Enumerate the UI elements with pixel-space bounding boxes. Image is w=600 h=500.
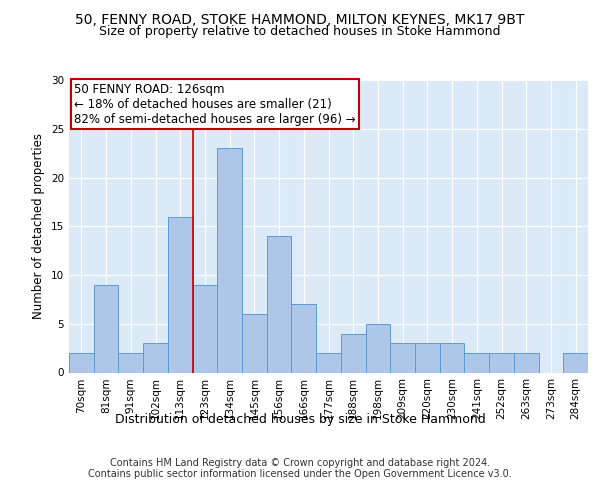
Bar (415, 343, 440, 372)
Bar (118, 353, 143, 372)
Y-axis label: Number of detached properties: Number of detached properties (32, 133, 46, 320)
Bar (94, 285, 118, 372)
Bar (563, 353, 588, 372)
Bar (217, 148, 242, 372)
Bar (365, 324, 390, 372)
Bar (193, 285, 217, 372)
Bar (341, 334, 365, 372)
Bar (390, 343, 415, 372)
Bar (168, 216, 193, 372)
Text: Contains HM Land Registry data © Crown copyright and database right 2024.
Contai: Contains HM Land Registry data © Crown c… (88, 458, 512, 479)
Bar (489, 353, 514, 372)
Bar (69, 353, 94, 372)
Bar (464, 353, 489, 372)
Bar (143, 343, 168, 372)
Bar (292, 304, 316, 372)
Bar (242, 314, 267, 372)
Text: Size of property relative to detached houses in Stoke Hammond: Size of property relative to detached ho… (99, 25, 501, 38)
Text: 50, FENNY ROAD, STOKE HAMMOND, MILTON KEYNES, MK17 9BT: 50, FENNY ROAD, STOKE HAMMOND, MILTON KE… (76, 12, 524, 26)
Bar (267, 236, 292, 372)
Text: Distribution of detached houses by size in Stoke Hammond: Distribution of detached houses by size … (115, 412, 485, 426)
Bar (514, 353, 539, 372)
Bar (316, 353, 341, 372)
Bar (440, 343, 464, 372)
Text: 50 FENNY ROAD: 126sqm
← 18% of detached houses are smaller (21)
82% of semi-deta: 50 FENNY ROAD: 126sqm ← 18% of detached … (74, 83, 356, 126)
